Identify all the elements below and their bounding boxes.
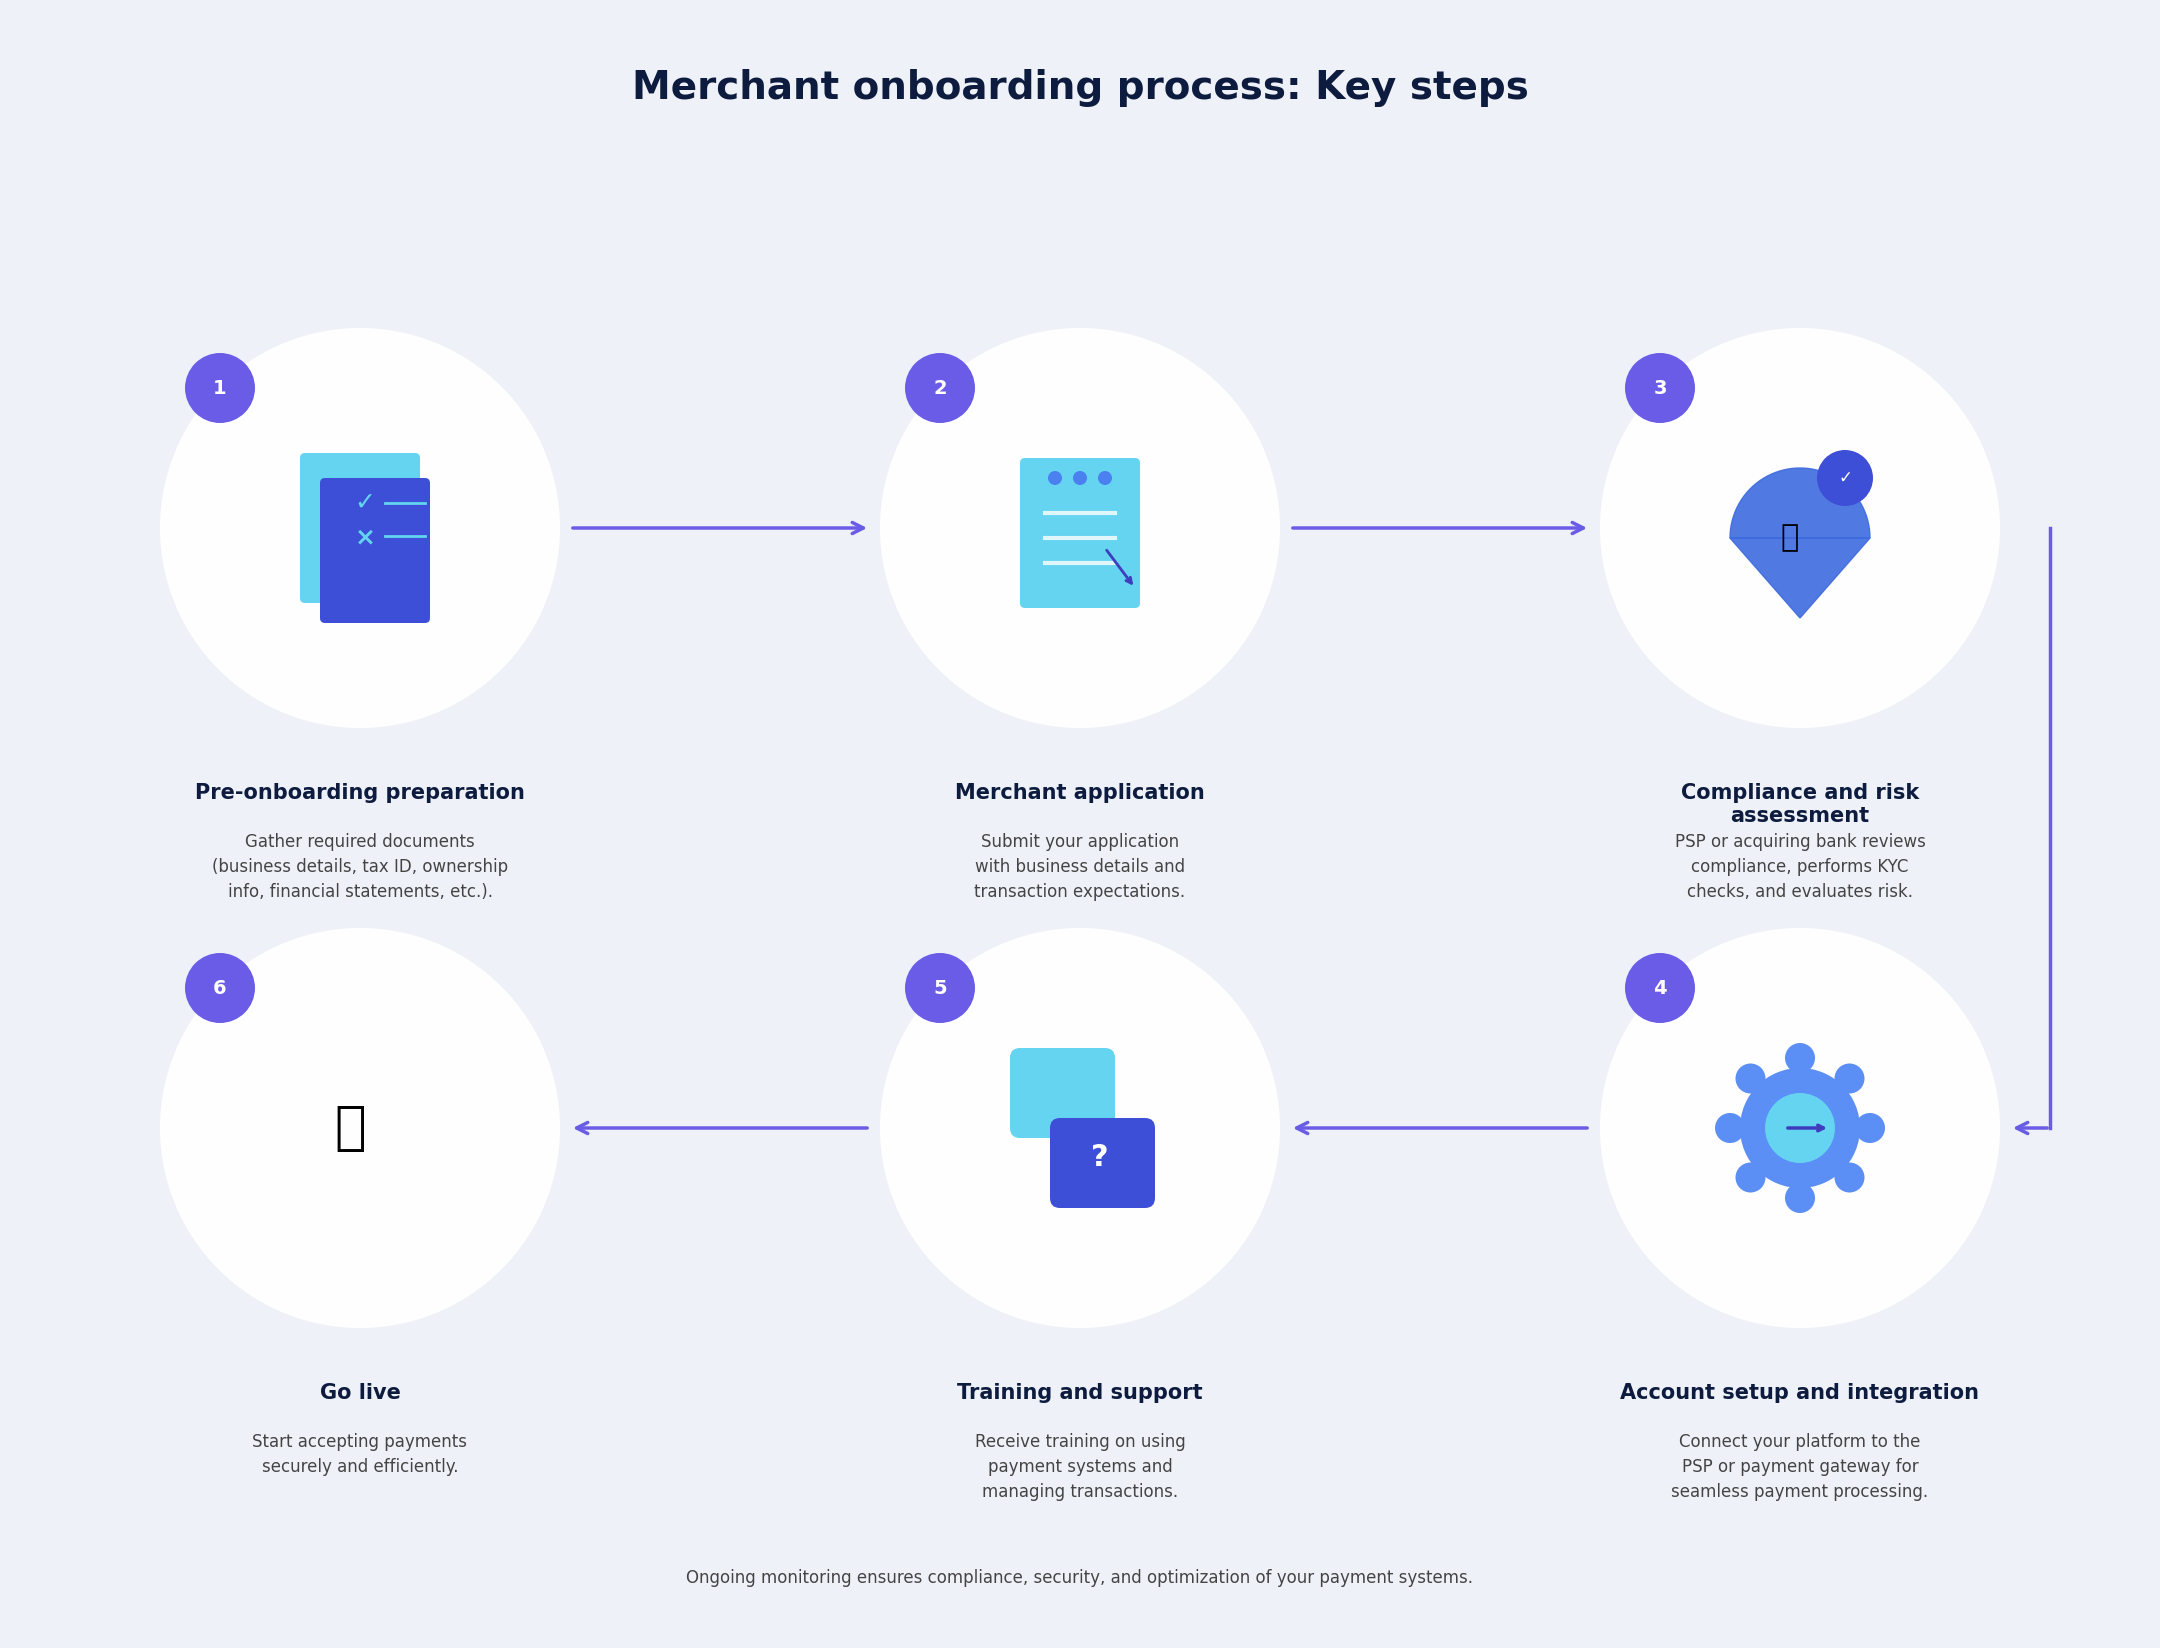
Circle shape (1741, 1068, 1860, 1188)
Text: Go live: Go live (320, 1383, 400, 1402)
Text: Submit your application
with business details and
transaction expectations.: Submit your application with business de… (974, 832, 1186, 901)
FancyBboxPatch shape (1020, 458, 1140, 608)
Text: Merchant onboarding process: Key steps: Merchant onboarding process: Key steps (631, 69, 1529, 107)
Circle shape (1734, 1162, 1765, 1193)
Circle shape (1834, 1162, 1864, 1193)
Text: ✓: ✓ (354, 491, 376, 516)
Circle shape (1601, 328, 2000, 728)
FancyBboxPatch shape (320, 478, 430, 623)
Circle shape (905, 353, 974, 424)
Text: ✓: ✓ (1838, 470, 1851, 488)
Circle shape (1834, 1063, 1864, 1094)
Text: Account setup and integration: Account setup and integration (1620, 1383, 1979, 1402)
Circle shape (1624, 953, 1696, 1023)
Circle shape (1765, 1093, 1836, 1163)
Circle shape (879, 928, 1281, 1328)
Circle shape (879, 328, 1281, 728)
Text: 2: 2 (933, 379, 946, 397)
Text: 6: 6 (214, 979, 227, 997)
Text: Merchant application: Merchant application (955, 783, 1205, 803)
FancyBboxPatch shape (1011, 1048, 1115, 1139)
Circle shape (1784, 1183, 1814, 1213)
Circle shape (1601, 928, 2000, 1328)
Circle shape (186, 953, 255, 1023)
Circle shape (1624, 353, 1696, 424)
Circle shape (160, 928, 559, 1328)
Circle shape (1855, 1112, 1886, 1144)
Text: 1: 1 (214, 379, 227, 397)
Text: Receive training on using
payment systems and
managing transactions.: Receive training on using payment system… (974, 1434, 1186, 1501)
Circle shape (1048, 471, 1063, 485)
Text: 4: 4 (1652, 979, 1668, 997)
Circle shape (1715, 1112, 1745, 1144)
Text: 3: 3 (1652, 379, 1668, 397)
FancyBboxPatch shape (1050, 1117, 1156, 1208)
Circle shape (1074, 471, 1086, 485)
Text: 5: 5 (933, 979, 946, 997)
Circle shape (1784, 1043, 1814, 1073)
Circle shape (1817, 450, 1873, 506)
Polygon shape (1730, 468, 1871, 618)
Text: PSP or acquiring bank reviews
compliance, performs KYC
checks, and evaluates ris: PSP or acquiring bank reviews compliance… (1674, 832, 1925, 901)
Text: ?: ? (1091, 1144, 1108, 1172)
Text: Ongoing monitoring ensures compliance, security, and optimization of your paymen: Ongoing monitoring ensures compliance, s… (687, 1569, 1473, 1587)
Text: Pre-onboarding preparation: Pre-onboarding preparation (194, 783, 525, 803)
Text: Gather required documents
(business details, tax ID, ownership
info, financial s: Gather required documents (business deta… (212, 832, 508, 901)
Text: Compliance and risk
assessment: Compliance and risk assessment (1680, 783, 1918, 826)
Circle shape (1097, 471, 1112, 485)
Circle shape (186, 353, 255, 424)
Text: Training and support: Training and support (957, 1383, 1203, 1402)
Text: 🔒: 🔒 (1780, 524, 1799, 552)
Circle shape (905, 953, 974, 1023)
Text: 🚀: 🚀 (335, 1103, 365, 1154)
Circle shape (1734, 1063, 1765, 1094)
Text: Connect your platform to the
PSP or payment gateway for
seamless payment process: Connect your platform to the PSP or paym… (1672, 1434, 1929, 1501)
Circle shape (160, 328, 559, 728)
FancyBboxPatch shape (300, 453, 419, 603)
Text: ×: × (354, 526, 376, 550)
Text: Start accepting payments
securely and efficiently.: Start accepting payments securely and ef… (253, 1434, 467, 1477)
